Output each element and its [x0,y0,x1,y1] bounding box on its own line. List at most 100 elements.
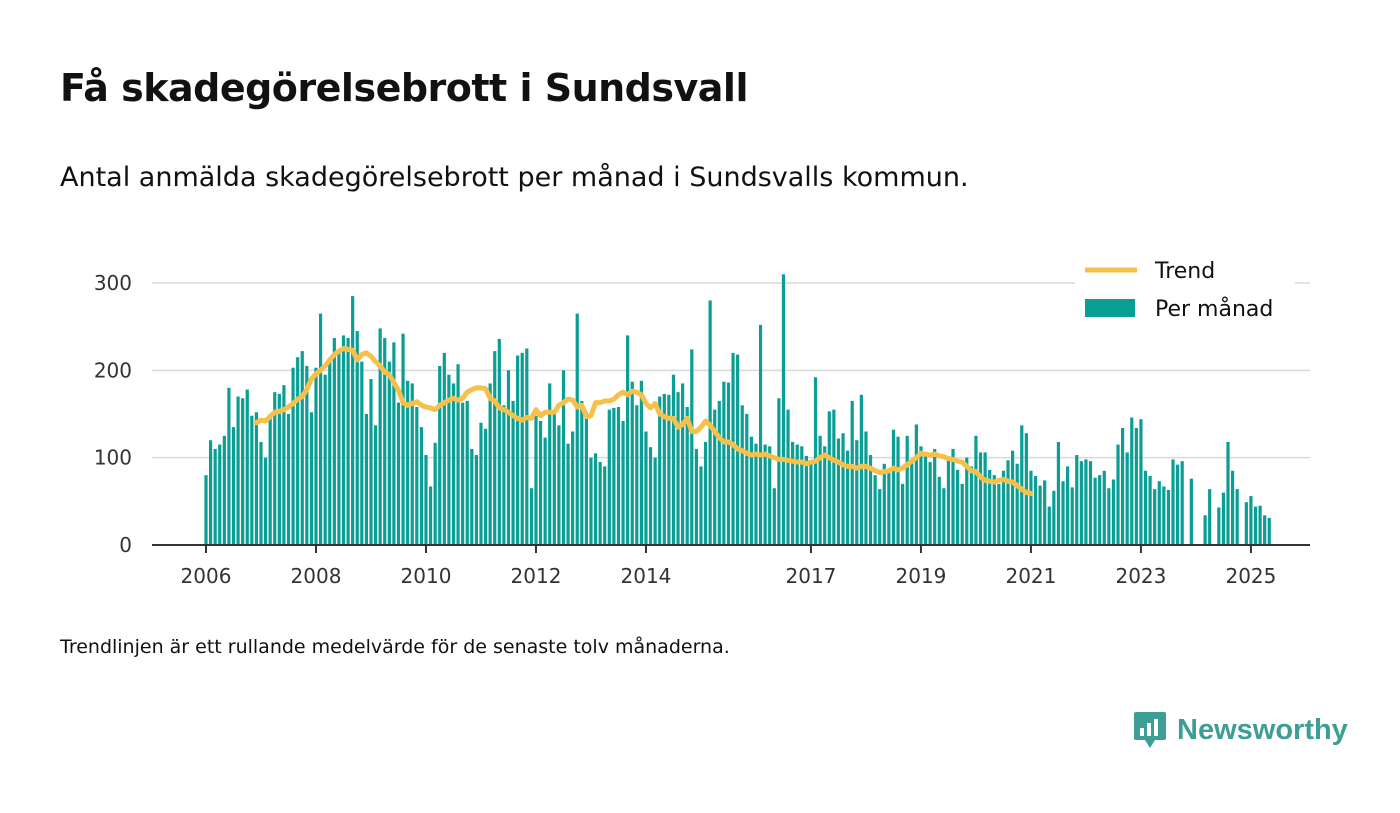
bar [589,457,593,545]
bar [827,411,831,545]
bar [218,444,222,545]
bar [1024,433,1028,545]
bar [236,396,240,545]
bar [1102,470,1106,545]
bar [305,365,309,545]
bar [804,455,808,545]
bar [1244,502,1248,545]
bar [717,400,721,545]
bar [538,420,543,545]
bar [722,381,726,545]
bar [428,486,433,545]
bar [1121,427,1125,545]
bar [1079,461,1083,545]
y-tick-label: 300 [94,271,132,295]
brand-name: Newsworthy [1177,713,1348,746]
bar [552,409,556,545]
bar [296,357,300,545]
bar [401,333,405,545]
bar [800,446,804,545]
bar [1226,441,1230,545]
bar [369,379,373,545]
bar [676,392,680,545]
bar [1070,487,1074,545]
bar [447,374,451,545]
bar [1166,489,1171,545]
bar [1230,470,1235,545]
bar [667,394,671,545]
bar [438,365,442,545]
bar [250,415,254,545]
x-tick-label: 2006 [181,564,232,588]
chart-title: Få skadegörelsebrott i Sundsvall [60,66,748,110]
bar [795,444,799,545]
newsworthy-logo: Newsworthy [1133,710,1348,750]
bar [213,448,217,545]
bar [823,446,827,545]
bar [410,383,414,545]
bar [1020,425,1024,545]
bar [960,483,964,545]
bar [1047,506,1051,545]
bar [616,407,621,545]
bar [896,436,900,545]
bar [346,338,350,545]
bar [910,460,914,545]
bar [291,367,295,545]
bar [965,457,969,545]
bar [461,402,465,545]
bar [506,370,511,545]
bar [548,383,552,545]
bar [1084,459,1088,545]
bar [351,296,355,545]
bar [1130,417,1134,545]
bar [392,342,396,545]
bar [268,414,272,545]
bar [740,405,744,545]
bar [456,364,460,545]
bar [841,433,845,545]
bar [1203,515,1207,545]
bar [658,396,662,545]
bar [1134,427,1138,545]
bar [694,448,698,545]
bar [1125,452,1129,545]
bar [626,335,630,545]
bar [383,338,387,545]
y-tick-label: 0 [119,533,132,557]
legend-background [1075,253,1295,333]
legend-bar-label: Per månad [1155,296,1273,322]
x-tick-label: 2019 [895,564,946,588]
bar [768,446,772,545]
bar [685,407,689,545]
bar [1139,419,1143,545]
bar [328,361,332,545]
bar [254,412,259,545]
bar [758,324,763,545]
bar [1111,479,1116,545]
bar [635,405,639,545]
bar [832,409,836,545]
bar [282,385,286,545]
bar [309,412,314,545]
bar [222,435,226,545]
bar [901,483,905,545]
bar [763,444,767,545]
bar [983,452,987,545]
bar [713,409,717,545]
bar [1066,466,1070,545]
bar [483,428,488,545]
bar [323,374,327,545]
bar [273,392,277,545]
bar [1107,488,1111,545]
bar [511,400,515,545]
bar [786,409,790,545]
bar [956,469,960,545]
bar [1162,486,1166,545]
bar [337,351,341,545]
bar [699,466,703,545]
bar [1029,470,1033,545]
trend-note: Trendlinjen är ett rullande medelvärde f… [60,636,730,658]
bar [1015,463,1019,545]
bar [914,424,918,545]
